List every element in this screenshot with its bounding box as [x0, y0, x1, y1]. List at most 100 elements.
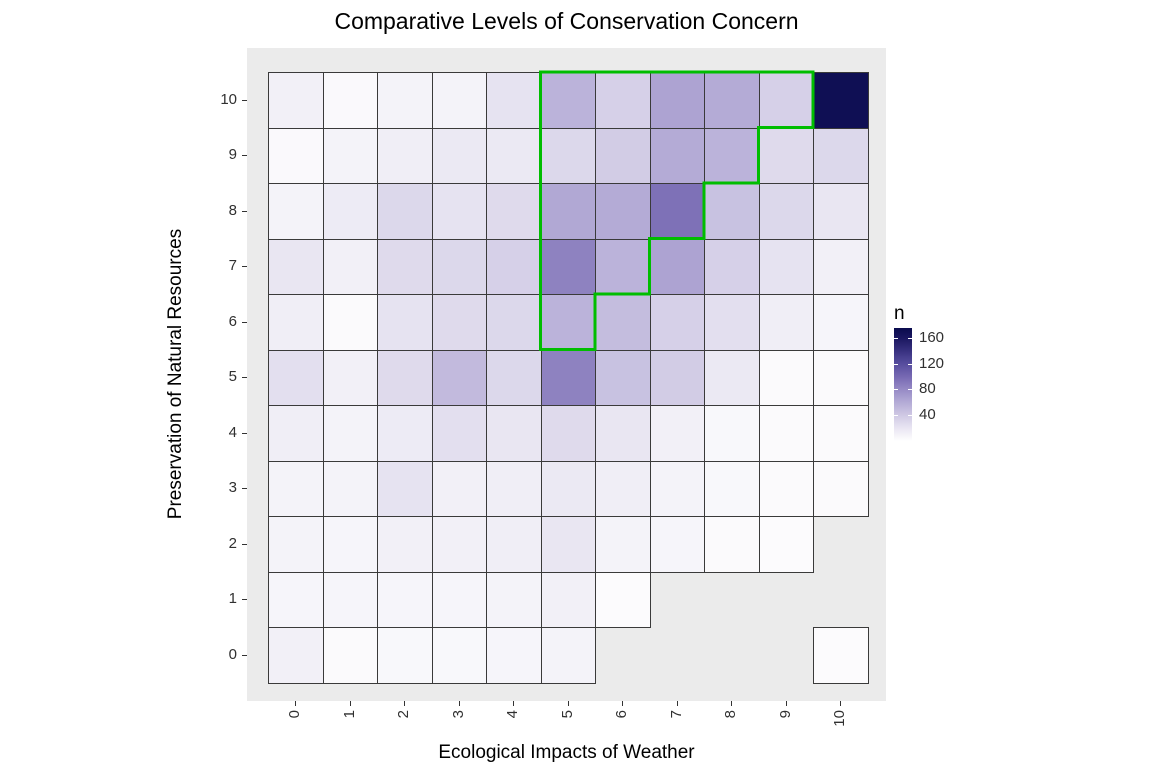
heatmap-tile — [322, 294, 378, 351]
x-axis-tick — [676, 701, 678, 706]
heatmap-tile — [431, 405, 487, 462]
heatmap-tile — [540, 571, 596, 628]
heatmap-tile — [431, 571, 487, 628]
legend-tick-label: 160 — [919, 328, 945, 346]
heatmap-tile — [486, 460, 542, 517]
x-tick-label: 8 — [722, 710, 740, 719]
heatmap-tile — [268, 72, 324, 129]
heatmap-tile — [813, 238, 869, 295]
y-tick-label: 0 — [228, 645, 237, 663]
heatmap-tile — [758, 516, 814, 573]
heatmap-tile — [486, 516, 542, 573]
legend-tick-mark — [908, 389, 912, 391]
legend-tick-mark — [908, 337, 912, 339]
y-tick-label: 5 — [228, 368, 237, 386]
heatmap-tile — [813, 294, 869, 351]
heatmap-tile — [486, 127, 542, 184]
heatmap-tile — [268, 516, 324, 573]
heatmap-tile — [758, 294, 814, 351]
x-tick-label: 4 — [504, 710, 522, 719]
heatmap-tile — [813, 72, 869, 129]
heatmap-tile — [704, 460, 760, 517]
y-axis-tick — [242, 99, 247, 101]
heatmap-tile — [704, 349, 760, 406]
heatmap-tile — [268, 349, 324, 406]
heatmap-tile — [595, 127, 651, 184]
legend-tick-mark — [894, 415, 898, 417]
heatmap-tile — [540, 516, 596, 573]
x-axis-tick — [458, 701, 460, 706]
heatmap-tile — [268, 294, 324, 351]
heatmap-tile — [268, 627, 324, 684]
heatmap-tile — [704, 405, 760, 462]
heatmap-tile — [377, 571, 433, 628]
y-axis-tick — [242, 210, 247, 212]
chart-title: Comparative Levels of Conservation Conce… — [334, 8, 799, 34]
heatmap-tile — [268, 405, 324, 462]
y-axis-tick — [242, 377, 247, 379]
heatmap-tile — [813, 460, 869, 517]
heatmap-tile — [649, 127, 705, 184]
heatmap-tile — [322, 405, 378, 462]
heatmap-tile — [377, 516, 433, 573]
x-axis-tick — [567, 701, 569, 706]
y-tick-label: 7 — [228, 257, 237, 275]
heatmap-tile — [540, 627, 596, 684]
heatmap-tile — [649, 349, 705, 406]
y-tick-label: 9 — [228, 146, 237, 164]
heatmap-tile — [540, 294, 596, 351]
heatmap-tile — [540, 349, 596, 406]
legend-tick-mark — [894, 363, 898, 365]
y-axis-tick — [242, 155, 247, 157]
y-tick-label: 3 — [228, 479, 237, 497]
y-axis-title: Preservation of Natural Resources — [165, 228, 186, 520]
x-tick-label: 2 — [395, 710, 413, 719]
x-axis-title: Ecological Impacts of Weather — [438, 742, 695, 763]
heatmap-tile — [649, 516, 705, 573]
heatmap-tile — [268, 460, 324, 517]
x-tick-label: 3 — [449, 710, 467, 719]
y-axis-tick — [242, 654, 247, 656]
heatmap-tile — [377, 294, 433, 351]
heatmap-tile — [595, 238, 651, 295]
heatmap-tile — [758, 349, 814, 406]
heatmap-tile — [431, 72, 487, 129]
heatmap-tile — [540, 183, 596, 240]
x-axis-tick — [731, 701, 733, 706]
x-tick-label: 9 — [776, 710, 794, 719]
heatmap-tile — [486, 571, 542, 628]
y-tick-label: 2 — [228, 534, 237, 552]
x-axis-tick — [349, 701, 351, 706]
heatmap-tile — [486, 627, 542, 684]
x-tick-label: 6 — [613, 710, 631, 719]
heatmap-tile — [431, 294, 487, 351]
heatmap-tile — [431, 238, 487, 295]
y-tick-label: 6 — [228, 312, 237, 330]
heatmap-tile — [758, 127, 814, 184]
heatmap-tile — [649, 405, 705, 462]
heatmap-tile — [595, 72, 651, 129]
heatmap-tile — [431, 516, 487, 573]
x-axis-tick — [404, 701, 406, 706]
heatmap-tile — [322, 72, 378, 129]
heatmap-tile — [595, 294, 651, 351]
heatmap-tile — [322, 627, 378, 684]
y-tick-label: 4 — [228, 423, 237, 441]
heatmap-tile — [540, 405, 596, 462]
x-tick-label: 0 — [286, 710, 304, 719]
heatmap-tile — [322, 127, 378, 184]
heatmap-tile — [540, 238, 596, 295]
heatmap-tile — [322, 516, 378, 573]
heatmap-tile — [486, 183, 542, 240]
heatmap-tile — [540, 460, 596, 517]
x-tick-label: 7 — [667, 710, 685, 719]
heatmap-tile — [704, 516, 760, 573]
x-axis-tick — [513, 701, 515, 706]
legend-title: n — [894, 303, 905, 324]
heatmap-tile — [431, 627, 487, 684]
legend-tick-label: 120 — [919, 354, 945, 372]
heatmap-tile — [540, 127, 596, 184]
heatmap-tile — [649, 183, 705, 240]
heatmap-tile — [649, 460, 705, 517]
